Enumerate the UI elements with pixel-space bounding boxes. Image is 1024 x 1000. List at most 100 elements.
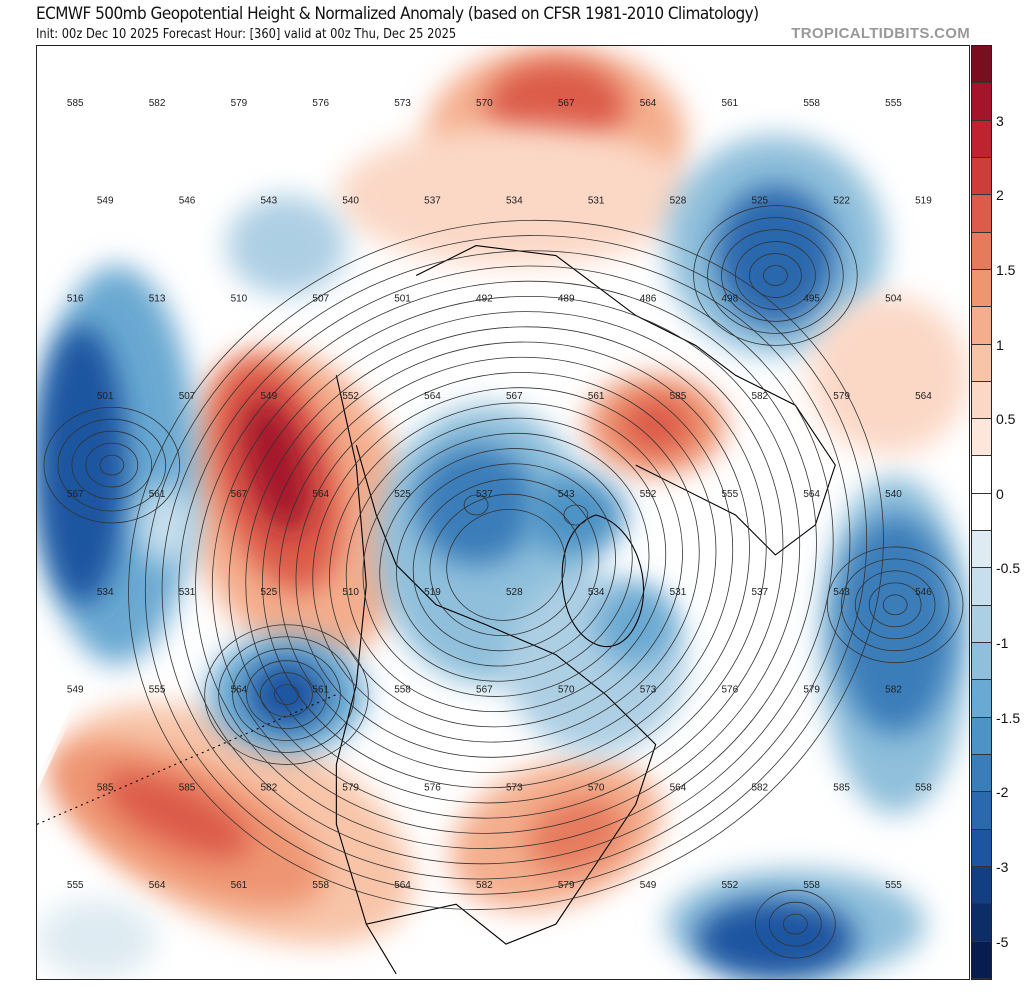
height-contour: [412, 478, 600, 652]
height-contour: [707, 217, 844, 334]
height-contour: [274, 684, 299, 705]
contour-label: 564: [640, 98, 657, 109]
height-contour: [362, 432, 650, 697]
colorbar-segment: [972, 866, 991, 905]
anomaly-blob: [527, 797, 625, 872]
height-contour: [178, 265, 834, 865]
height-contour: [735, 241, 816, 310]
contour-label: 555: [885, 880, 902, 891]
colorbar-segment: [972, 493, 991, 532]
colorbar-tick-label: 2: [996, 187, 1004, 204]
contour-label: 570: [476, 98, 493, 109]
contour-label: 564: [231, 685, 248, 696]
anomaly-blob: [525, 475, 626, 555]
height-contour: [763, 265, 788, 286]
contour-label: 561: [312, 685, 329, 696]
anomaly-blob: [37, 899, 157, 979]
contour-label: 564: [312, 489, 329, 500]
colorbar-segment: [972, 419, 991, 457]
height-contour: [840, 558, 950, 652]
contour-label: 576: [424, 782, 441, 793]
contour-label: 564: [424, 391, 441, 402]
colorbar-tick-label: -5: [996, 933, 1009, 950]
contour-label: 534: [588, 587, 605, 598]
contour-label: 528: [670, 196, 687, 207]
contour-label: 585: [67, 98, 84, 109]
colorbar-tick-label: -1: [996, 635, 1009, 652]
contour-label: 567: [558, 98, 575, 109]
height-contour: [71, 430, 153, 500]
contour-label: 537: [751, 587, 768, 598]
height-contour: [721, 229, 830, 322]
contour-label: 582: [261, 782, 278, 793]
map-canvas: 585 582 579 576 573 570 567 564 561 558 555 549 546 5…: [37, 46, 969, 979]
contour-label: 558: [803, 98, 820, 109]
colorbar-segment: [972, 83, 991, 121]
contour-label: 537: [476, 489, 493, 500]
contour-label: 525: [261, 587, 278, 598]
contour-label: 540: [885, 489, 902, 500]
contour-label: 531: [588, 196, 605, 207]
colorbar-segment: [972, 456, 991, 494]
contour-label: 564: [915, 391, 932, 402]
contour-label: 570: [588, 782, 605, 793]
contour-label: 495: [803, 293, 820, 304]
contour-label: 564: [670, 782, 687, 793]
contour-label: 564: [803, 489, 820, 500]
contour-label: 519: [424, 587, 441, 598]
dotted-boundary: [37, 694, 337, 825]
contour-label: 534: [97, 587, 114, 598]
contour-label: 579: [833, 391, 850, 402]
anomaly-blob: [336, 125, 696, 266]
contour-label: 513: [149, 293, 166, 304]
height-contour: [195, 280, 817, 849]
contour-label: 552: [342, 391, 359, 402]
contour-label: 579: [342, 782, 359, 793]
colorbar-segment: [972, 344, 991, 382]
colorbar-segment: [972, 904, 991, 942]
height-contour: [43, 406, 181, 524]
height-contour: [769, 901, 822, 947]
colorbar-segment: [972, 46, 991, 84]
contour-label: 507: [312, 293, 329, 304]
contour-label: 555: [885, 98, 902, 109]
anomaly-blob: [416, 445, 536, 565]
contour-label: 543: [833, 587, 850, 598]
colorbar-segment: [972, 531, 991, 569]
height-contour: [755, 889, 836, 959]
colorbar-segment: [972, 269, 991, 308]
contour-label: 579: [231, 98, 248, 109]
colorbar-tick-label: 0: [996, 485, 1004, 502]
height-contour: [204, 624, 369, 765]
contour-label: 567: [506, 391, 523, 402]
contour-label: 564: [394, 880, 411, 891]
contour-label: 507: [179, 391, 196, 402]
contour-label: 540: [342, 196, 359, 207]
contour-label: 510: [231, 293, 248, 304]
contour-label: 501: [97, 391, 114, 402]
anomaly-blob: [103, 771, 251, 858]
height-contour: [429, 493, 583, 636]
brand-watermark: TROPICALTIDBITS.COM: [791, 25, 970, 42]
contour-label: 519: [915, 196, 932, 207]
colorbar-segment: [972, 680, 991, 718]
contour-label: 558: [803, 880, 820, 891]
contour-label: 585: [833, 782, 850, 793]
height-contour: [826, 546, 964, 664]
height-contour: [128, 219, 884, 910]
contour-label: 528: [506, 587, 523, 598]
colorbar-segment: [972, 829, 991, 867]
colorbar-segment: [972, 157, 991, 196]
height-contour: [868, 582, 922, 628]
coastline: [335, 375, 657, 975]
contour-label: 582: [751, 391, 768, 402]
contour-label: 561: [722, 98, 739, 109]
contour-label: 585: [179, 782, 196, 793]
colorbar-segment: [972, 792, 991, 830]
contour-label: 489: [558, 293, 575, 304]
map-subtitle: Init: 00z Dec 10 2025 Forecast Hour: [36…: [36, 27, 457, 42]
height-contour: [446, 508, 566, 621]
height-contour: [563, 504, 589, 526]
contour-label: 573: [506, 782, 523, 793]
contour-label: 567: [67, 489, 84, 500]
